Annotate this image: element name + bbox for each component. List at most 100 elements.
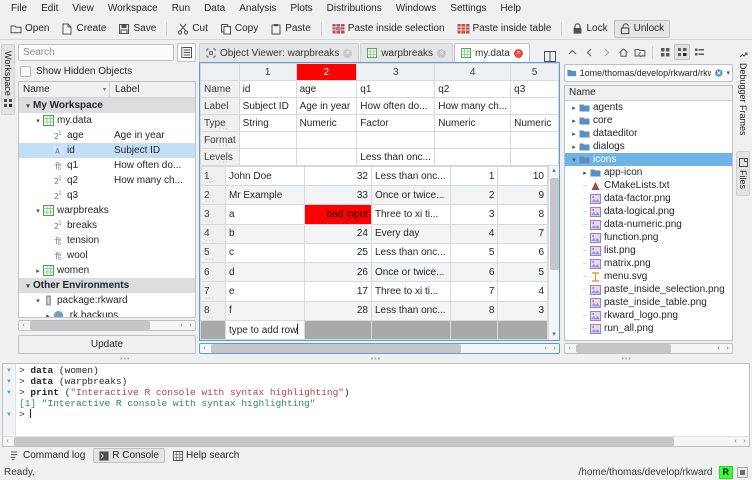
menu-analysis[interactable]: Analysis bbox=[239, 3, 277, 14]
menu-plots[interactable]: Plots bbox=[290, 3, 313, 14]
table-row[interactable]: 4 ··· b 24 Every day 4 7 bbox=[200, 223, 548, 244]
tree-item-warpbreaks[interactable]: ▾ warpbreaks bbox=[19, 203, 195, 218]
table-cell[interactable]: 3 bbox=[497, 300, 548, 321]
split-view-button[interactable] bbox=[540, 51, 560, 62]
tree-view-button[interactable] bbox=[674, 44, 690, 60]
menu-workspace[interactable]: Workspace bbox=[107, 3, 158, 14]
scroll-left-icon[interactable]: ‹ bbox=[22, 322, 25, 330]
console-hscrollbar[interactable]: ‹ ‹ › bbox=[3, 436, 749, 446]
file-list-item[interactable]: – CMakeLists.txt bbox=[565, 179, 732, 192]
file-list-item[interactable]: – menu.svg bbox=[565, 270, 732, 283]
file-scroll-end-icon[interactable]: › bbox=[726, 345, 729, 352]
metadata-cell[interactable] bbox=[238, 148, 297, 166]
metadata-cell[interactable]: Less than onc... bbox=[356, 148, 436, 166]
editor-vscrollbar[interactable]: ▴ ▾ bbox=[548, 166, 559, 340]
console-scroll-right-icon[interactable]: ‹ bbox=[734, 438, 737, 445]
show-hidden-objects-checkbox[interactable] bbox=[20, 66, 31, 77]
bottom-tab-help-search[interactable]: Help search bbox=[167, 448, 245, 463]
detail-view-button[interactable] bbox=[691, 44, 707, 60]
metadata-cell[interactable]: Factor bbox=[356, 114, 436, 132]
column-header-4[interactable]: 4 bbox=[434, 63, 512, 81]
menu-windows[interactable]: Windows bbox=[395, 3, 437, 14]
file-hscroll-track[interactable] bbox=[574, 344, 714, 353]
editor-tab-object-viewer-warpbreaks[interactable]: Object Viewer: warpbreaks × bbox=[199, 43, 360, 62]
table-cell[interactable]: Once or twice... bbox=[370, 262, 452, 283]
metadata-cell[interactable]: q2 bbox=[434, 80, 512, 98]
up-button[interactable] bbox=[564, 44, 580, 60]
row-resize-handle[interactable]: ··· bbox=[204, 256, 215, 263]
table-cell[interactable]: Less than onc... bbox=[370, 165, 452, 187]
console-scroll-end-icon[interactable]: › bbox=[743, 438, 746, 445]
table-cell[interactable]: John Doe bbox=[224, 165, 305, 187]
metadata-cell[interactable] bbox=[434, 148, 512, 166]
table-cell[interactable]: 1 bbox=[449, 165, 499, 187]
table-cell[interactable]: d bbox=[224, 262, 305, 283]
cut-button[interactable]: Cut bbox=[171, 20, 214, 38]
metadata-cell[interactable]: Age in year bbox=[295, 97, 358, 115]
menu-settings[interactable]: Settings bbox=[450, 3, 487, 14]
metadata-cell[interactable]: Numeric bbox=[295, 114, 358, 132]
table-cell[interactable]: 24 bbox=[303, 223, 372, 244]
table-row[interactable]: 2 ··· Mr Example 33 Once or twice... 2 9 bbox=[200, 185, 548, 206]
file-list-item[interactable]: – data-numeric.png bbox=[565, 218, 732, 231]
table-cell[interactable]: 8 bbox=[497, 204, 548, 225]
sync-folder-button[interactable] bbox=[632, 44, 648, 60]
console-scroll-left-icon[interactable]: ‹ bbox=[6, 438, 9, 445]
paste-button[interactable]: Paste bbox=[264, 20, 317, 38]
menu-help[interactable]: Help bbox=[500, 3, 521, 14]
metadata-cell[interactable]: id bbox=[238, 80, 297, 98]
file-scroll-left-icon[interactable]: ‹ bbox=[568, 345, 571, 352]
table-cell[interactable]: 2 bbox=[449, 185, 499, 206]
table-cell[interactable]: 10 bbox=[497, 165, 548, 187]
column-header-1[interactable]: 1 bbox=[238, 63, 297, 81]
table-cell[interactable]: Every day bbox=[370, 223, 452, 244]
table-cell[interactable]: e bbox=[224, 281, 305, 302]
table-cell[interactable]: Mr Example bbox=[224, 185, 305, 206]
chevron-down-icon[interactable]: ▾ bbox=[36, 207, 40, 215]
row-header[interactable]: 6 ··· bbox=[200, 262, 226, 283]
workspace-col-name-header[interactable]: Name ▾ bbox=[19, 84, 109, 95]
row-resize-handle[interactable]: ··· bbox=[204, 217, 215, 225]
table-cell[interactable]: Three to xi ti... bbox=[370, 281, 452, 302]
workspace-hscroll-thumb[interactable] bbox=[30, 321, 150, 331]
chevron-right-icon[interactable]: ▸ bbox=[36, 267, 40, 275]
row-header[interactable]: 4 ··· bbox=[200, 223, 226, 244]
fold-marker-icon[interactable]: ▼ bbox=[6, 411, 12, 418]
file-list-item[interactable]: ▾ icons bbox=[565, 153, 732, 166]
tree-item-my-data[interactable]: ▾ my.data bbox=[19, 113, 195, 128]
table-cell[interactable]: 32 bbox=[303, 165, 372, 187]
metadata-cell[interactable]: q1 bbox=[356, 80, 436, 98]
row-resize-handle[interactable]: ··· bbox=[204, 294, 215, 302]
sidebar-tab-files[interactable]: Files bbox=[736, 150, 750, 196]
row-resize-handle[interactable]: ··· bbox=[218, 91, 229, 98]
file-list-item[interactable]: ▸ dialogs bbox=[565, 140, 732, 153]
chevron-down-icon[interactable]: ▾ bbox=[36, 117, 40, 125]
editor-vscroll-track[interactable] bbox=[549, 176, 559, 330]
copy-button[interactable]: Copy bbox=[214, 20, 264, 38]
table-cell[interactable]: 3 bbox=[449, 204, 499, 225]
editor-vscroll-thumb[interactable] bbox=[549, 178, 559, 270]
table-cell[interactable]: 5 bbox=[497, 262, 548, 283]
tree-group-my-workspace[interactable]: ▾ My Workspace bbox=[19, 98, 195, 113]
lock-button[interactable]: Lock bbox=[566, 20, 613, 38]
editor-hscroll-track[interactable] bbox=[209, 344, 541, 353]
tree-item-breaks[interactable]: 2 1 breaks bbox=[19, 218, 195, 233]
row-resize-handle[interactable]: ··· bbox=[204, 313, 215, 321]
metadata-cell[interactable]: Subject ID bbox=[238, 97, 297, 115]
fold-marker-icon[interactable]: ▼ bbox=[6, 367, 12, 374]
table-row[interactable]: 5 ··· c 25 Less than onc... 5 6 bbox=[200, 242, 548, 264]
table-cell[interactable]: Less than onc... bbox=[370, 242, 452, 264]
column-header-2[interactable]: 2 bbox=[295, 63, 358, 81]
paste-inside-selection-button[interactable]: Paste inside selection bbox=[326, 20, 451, 38]
table-row[interactable]: 8 ··· f 28 Less than onc... 8 3 bbox=[200, 300, 548, 321]
menu-run[interactable]: Run bbox=[171, 3, 191, 14]
path-input[interactable]: 1ome/thomas/develop/rkward/rkward/ ▾ bbox=[564, 64, 733, 82]
metadata-cell[interactable] bbox=[295, 131, 358, 149]
table-cell[interactable]: 25 bbox=[303, 242, 372, 264]
menu-edit[interactable]: Edit bbox=[41, 3, 59, 14]
workspace-hscroll-track[interactable] bbox=[28, 321, 177, 331]
save-button[interactable]: Save bbox=[112, 20, 162, 38]
row-resize-handle[interactable]: ··· bbox=[204, 179, 215, 186]
file-list-item[interactable]: – data-factor.png bbox=[565, 192, 732, 205]
tree-item-q1[interactable]: f a b q1 How often do... bbox=[19, 158, 195, 173]
